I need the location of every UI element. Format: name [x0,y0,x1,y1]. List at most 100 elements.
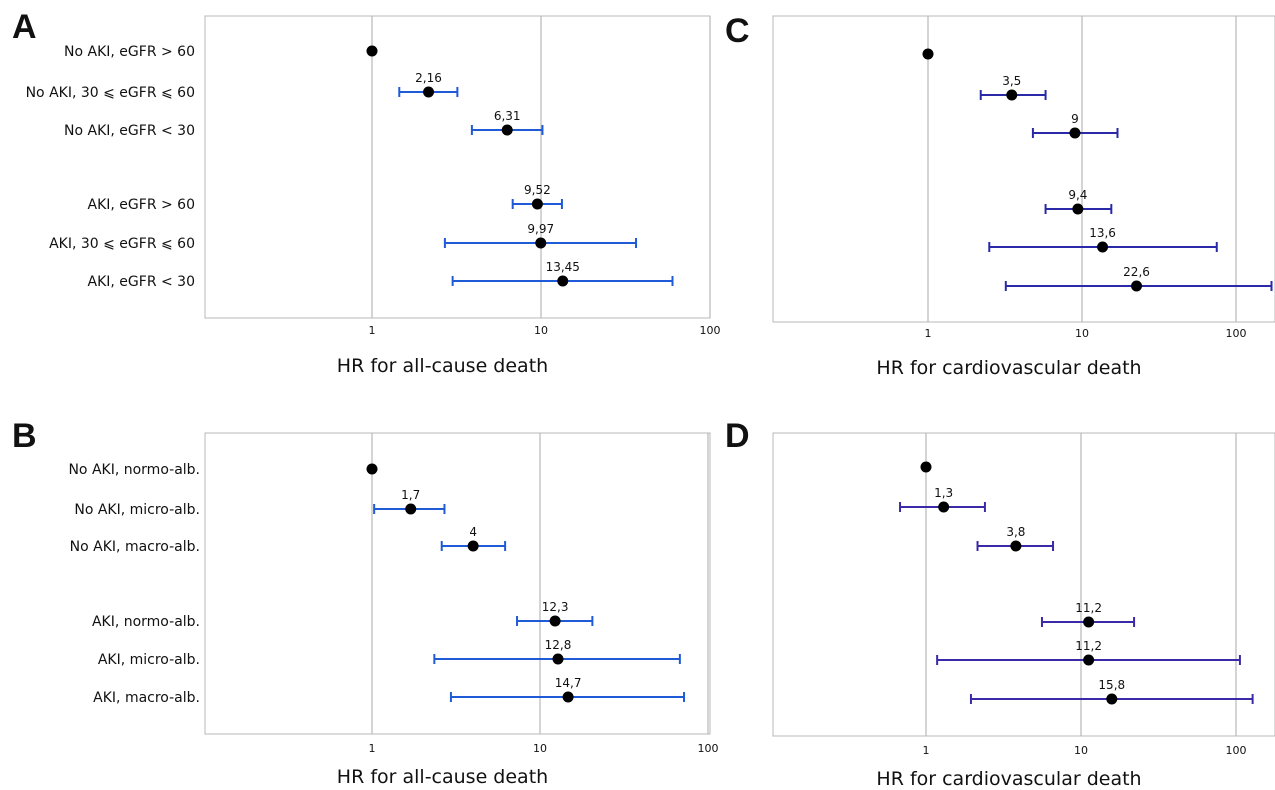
hr-point [922,48,934,60]
hr-value-label: 11,2 [1075,601,1102,615]
panel-letter: B [12,417,37,455]
forest-row: AKI, 30 ⩽ eGFR ⩽ 60 9,97 [49,222,638,252]
forest-row: 9 [1031,112,1119,139]
plot-frame [204,432,711,735]
forest-row: 22,6 [1004,265,1273,292]
hr-value-label: 4 [469,525,477,539]
hr-point [531,198,543,210]
row-label: AKI, micro-alb. [98,652,200,668]
x-tick-label: 1 [923,744,930,757]
hr-value-label: 1,3 [934,486,953,500]
x-tick-label: 10 [533,742,547,755]
row-label: No AKI, 30 ⩽ eGFR ⩽ 60 [26,85,195,101]
hr-point [1083,654,1095,666]
hr-point [1083,616,1095,628]
row-label: No AKI, eGFR < 30 [64,123,195,139]
forest-row: AKI, eGFR < 30 13,45 [88,260,674,290]
forest-row: AKI, normo-alb. 12,3 [92,600,594,630]
hr-value-label: 11,2 [1075,639,1102,653]
x-axis-label: HR for cardiovascular death [876,357,1141,379]
hr-value-label: 9,4 [1068,188,1087,202]
hr-value-label: 1,7 [401,488,420,502]
hr-point [535,237,547,249]
forest-row: 15,8 [969,678,1254,705]
x-tick-label: 100 [1226,327,1247,340]
hr-value-label: 2,16 [415,71,442,85]
forest-row [920,461,932,473]
hr-point [501,124,513,136]
row-label: AKI, 30 ⩽ eGFR ⩽ 60 [49,236,195,252]
forest-row: 11,2 [936,639,1241,666]
row-label: No AKI, eGFR > 60 [64,44,195,60]
forest-row: 9,4 [1044,188,1113,215]
hr-point [557,275,569,287]
x-tick-label: 10 [534,324,548,337]
hr-value-label: 22,6 [1123,265,1150,279]
forest-row: No AKI, normo-alb. [68,462,378,478]
x-tick-label: 100 [698,742,719,755]
row-label: AKI, macro-alb. [93,690,200,706]
hr-point [1072,203,1084,215]
hr-value-label: 9 [1071,112,1079,126]
hr-value-label: 3,5 [1002,74,1021,88]
x-tick-label: 10 [1074,744,1088,757]
hr-point [920,461,932,473]
hr-point [366,45,378,57]
hr-point [405,503,417,515]
hr-value-label: 12,8 [545,638,572,652]
hr-value-label: 14,7 [555,676,582,690]
forest-row: No AKI, micro-alb. 1,7 [74,488,446,518]
row-label: AKI, eGFR < 30 [88,274,195,290]
forest-row: No AKI, eGFR < 30 6,31 [64,109,544,139]
forest-row: 13,6 [988,226,1218,253]
row-label: No AKI, micro-alb. [74,502,200,518]
row-label: AKI, eGFR > 60 [88,197,195,213]
x-tick-label: 1 [369,742,376,755]
hr-point [562,691,574,703]
row-label: AKI, normo-alb. [92,614,200,630]
x-tick-label: 100 [700,324,721,337]
plot-frame [204,15,711,319]
forest-row [922,48,934,60]
panel-letter: D [725,417,750,455]
hr-point [1131,280,1143,292]
forest-row: 3,5 [979,74,1047,101]
hr-point [938,501,950,513]
forest-row: No AKI, macro-alb. 4 [70,525,507,555]
hr-point [1069,127,1081,139]
hr-point [467,540,479,552]
forest-row: AKI, micro-alb. 12,8 [98,638,681,668]
hr-point [1097,241,1109,253]
hr-value-label: 9,52 [524,183,551,197]
hr-point [366,463,378,475]
x-axis-label: HR for cardiovascular death [876,768,1141,790]
panel-letter: A [12,8,37,46]
panel-a: A 1 10 100 HR for all-cause death No AKI, eGF… [12,8,721,377]
x-axis-label: HR for all-cause death [337,355,548,377]
hr-point [423,86,435,98]
row-label: No AKI, macro-alb. [70,539,200,555]
forest-row: AKI, macro-alb. 14,7 [93,676,686,706]
hr-point [1106,693,1118,705]
panel-b: B 1 10 100 HR for all-cause death No AKI, nor… [12,417,719,788]
hr-value-label: 3,8 [1006,525,1025,539]
hr-value-label: 12,3 [542,600,569,614]
x-axis-label: HR for all-cause death [337,766,548,788]
forest-row: 1,3 [899,486,986,513]
panel-letter: C [725,12,750,50]
x-tick-label: 1 [369,324,376,337]
hr-value-label: 13,6 [1089,226,1116,240]
forest-row: No AKI, 30 ⩽ eGFR ⩽ 60 2,16 [26,71,459,101]
hr-point [1006,89,1018,101]
panel-d: D 1 10 100 HR for cardiovascular death 1,3 3,8… [725,417,1275,790]
hr-value-label: 9,97 [527,222,554,236]
hr-value-label: 13,45 [546,260,580,274]
x-tick-label: 1 [925,327,932,340]
hr-value-label: 6,31 [494,109,521,123]
hr-point [549,615,561,627]
hr-value-label: 15,8 [1098,678,1125,692]
panel-c: C 1 10 100 HR for cardiovascular death 3,5 9 9,… [725,12,1275,379]
forest-row: 11,2 [1040,601,1136,628]
forest-row: No AKI, eGFR > 60 [64,44,378,60]
